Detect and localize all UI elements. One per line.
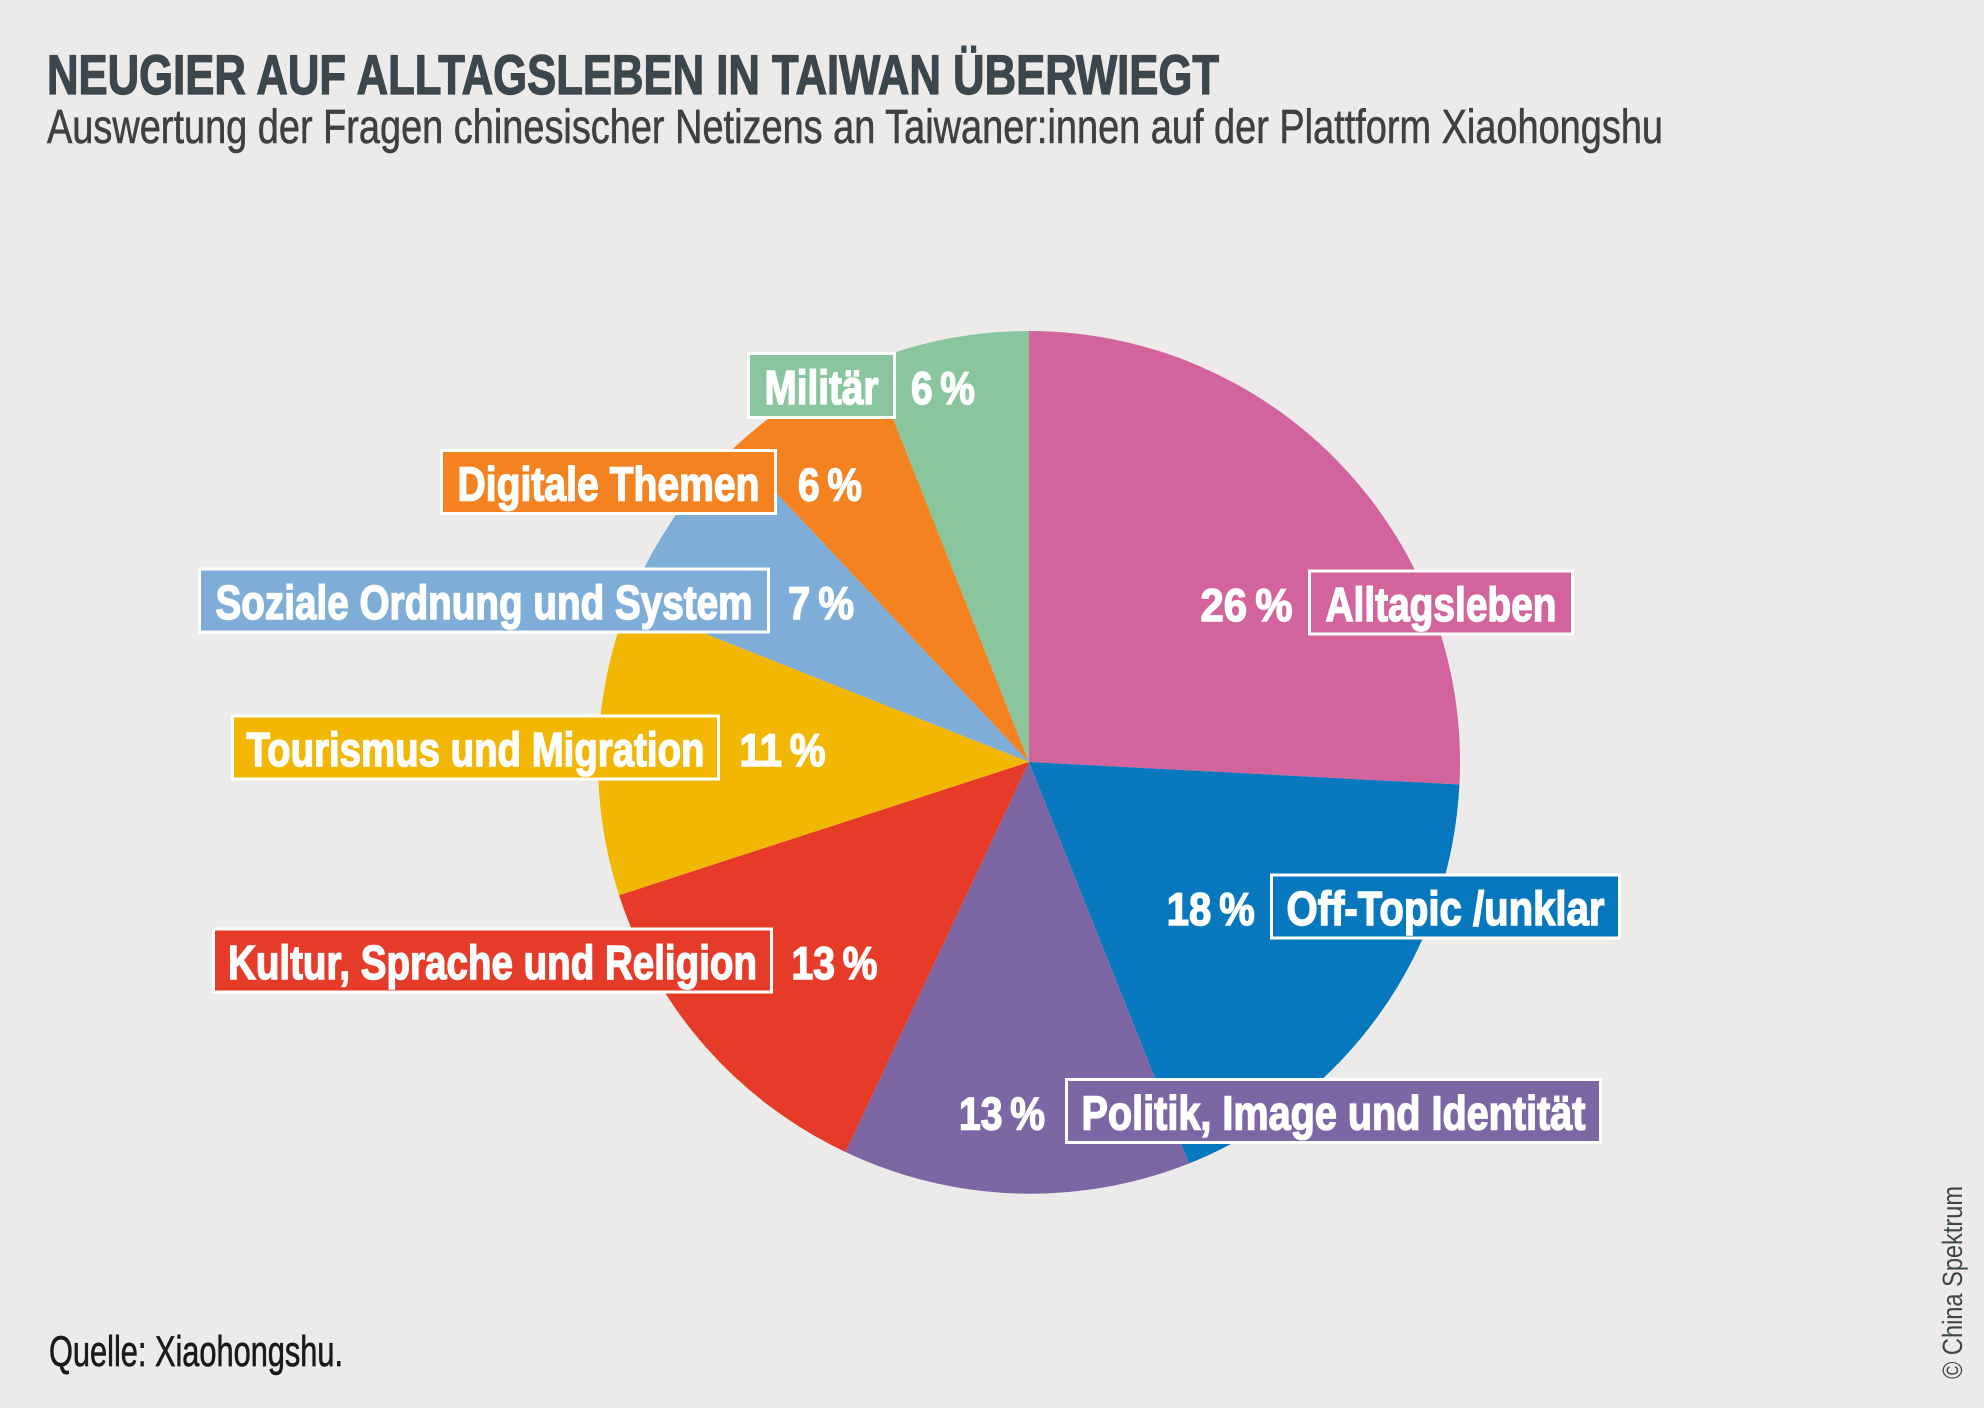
svg-text:6 %: 6 % [911, 362, 975, 414]
svg-text:18 %: 18 % [1167, 883, 1255, 935]
svg-text:Alltagsleben: Alltagsleben [1326, 579, 1557, 632]
svg-text:Tourismus und Migration: Tourismus und Migration [247, 724, 705, 777]
svg-text:Politik, Image und Identität: Politik, Image und Identität [1082, 1088, 1586, 1141]
svg-text:26 %: 26 % [1201, 579, 1293, 631]
svg-text:11 %: 11 % [740, 724, 826, 776]
svg-text:Digitale Themen: Digitale Themen [458, 459, 760, 512]
svg-text:Soziale Ordnung und System: Soziale Ordnung und System [216, 577, 753, 630]
svg-text:Off-Topic /unklar: Off-Topic /unklar [1287, 883, 1605, 936]
svg-text:6 %: 6 % [798, 459, 862, 511]
svg-text:© China Spektrum: © China Spektrum [1937, 1186, 1968, 1379]
svg-text:Militär: Militär [765, 362, 879, 415]
svg-text:Quelle: Xiaohongshu.: Quelle: Xiaohongshu. [49, 1328, 343, 1376]
svg-text:13 %: 13 % [959, 1088, 1045, 1140]
svg-text:NEUGIER AUF ALLTAGSLEBEN IN TA: NEUGIER AUF ALLTAGSLEBEN IN TAIWAN ÜBERW… [47, 43, 1219, 106]
svg-text:Kultur, Sprache und Religion: Kultur, Sprache und Religion [228, 937, 757, 990]
svg-text:Auswertung der Fragen chinesis: Auswertung der Fragen chinesischer Netiz… [47, 101, 1663, 154]
svg-text:13 %: 13 % [792, 937, 878, 989]
svg-text:7 %: 7 % [788, 577, 854, 629]
